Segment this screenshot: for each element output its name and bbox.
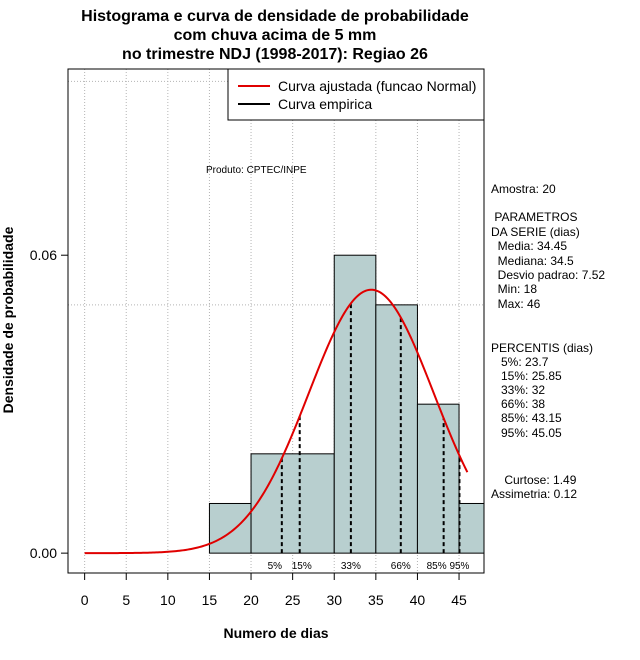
side-stat-line: 5%: 23.7 [491,355,549,369]
title-line-2: com chuva acima de 5 mm [174,27,377,44]
product-annotation: Produto: CPTEC/INPE [206,165,307,176]
x-tick-label: 5 [122,592,130,608]
percentile-label: 85% [427,561,447,572]
x-tick-label: 15 [202,592,218,608]
legend-label: Curva empirica [278,96,372,112]
x-axis-label: Numero de dias [223,625,328,641]
side-stat-line: 95%: 45.05 [491,426,562,440]
histogram-bars [208,254,484,554]
side-stat-line: DA SERIE (dias) [491,225,580,239]
y-axis-label: Densidade de probabilidade [0,226,16,413]
x-tick-label: 30 [326,592,342,608]
histogram-bar [416,403,460,554]
x-tick-label: 45 [451,592,467,608]
x-axis: 0 5 10 15 20 25 30 35 40 45 [81,572,467,608]
side-stat-line: 15%: 25.85 [491,369,562,383]
side-stat-line: Mediana: 34.5 [491,254,574,268]
chart-title: Histograma e curva de densidade de proba… [81,8,469,63]
side-stat-line: 66%: 38 [491,397,545,411]
x-tick-label: 10 [160,592,176,608]
legend-box [227,68,485,121]
histogram-bar [333,254,377,554]
normal-curve [84,288,469,555]
percentile-lines: 5% 15% 33% 66% 85% 95% [268,303,470,572]
side-stat-line: 33%: 32 [491,383,545,397]
y-axis: 0.00 0.06 [30,247,69,561]
side-stat-line: Amostra: 20 [491,182,556,196]
side-stat-line: Max: 46 [491,297,541,311]
histogram-bar [250,453,335,554]
side-stat-line: PERCENTIS (dias) [491,341,593,355]
side-stat-line: PARAMETROS [491,210,577,224]
side-stat-line: Curtose: 1.49 [491,473,577,487]
histogram-bar [458,502,484,554]
x-tick-label: 0 [81,592,89,608]
x-tick-label: 35 [368,592,384,608]
side-stat-line: Min: 18 [491,282,537,296]
percentile-label: 33% [341,561,361,572]
title-line-1: Histograma e curva de densidade de proba… [81,8,469,25]
side-stat-line: 85%: 43.15 [491,411,562,425]
y-tick-label: 0.00 [30,545,57,561]
histogram-bar [208,502,252,554]
side-stat-line: Media: 34.45 [491,239,567,253]
title-line-3: no trimestre NDJ (1998-2017): Regiao 26 [122,46,428,63]
percentile-label: 95% [449,561,469,572]
percentile-label: 66% [391,561,411,572]
percentile-label: 15% [292,561,312,572]
legend-label: Curva ajustada (funcao Normal) [278,78,476,94]
side-stat-line: Desvio padrao: 7.52 [491,268,605,282]
x-tick-label: 20 [243,592,259,608]
side-stat-line: Assimetria: 0.12 [491,487,577,501]
legend: Curva ajustada (funcao Normal) Curva empi… [227,68,485,121]
percentile-label: 5% [268,561,283,572]
x-tick-label: 40 [410,592,426,608]
histogram-bar [375,304,418,554]
x-tick-label: 25 [285,592,301,608]
y-tick-label: 0.06 [30,247,57,263]
